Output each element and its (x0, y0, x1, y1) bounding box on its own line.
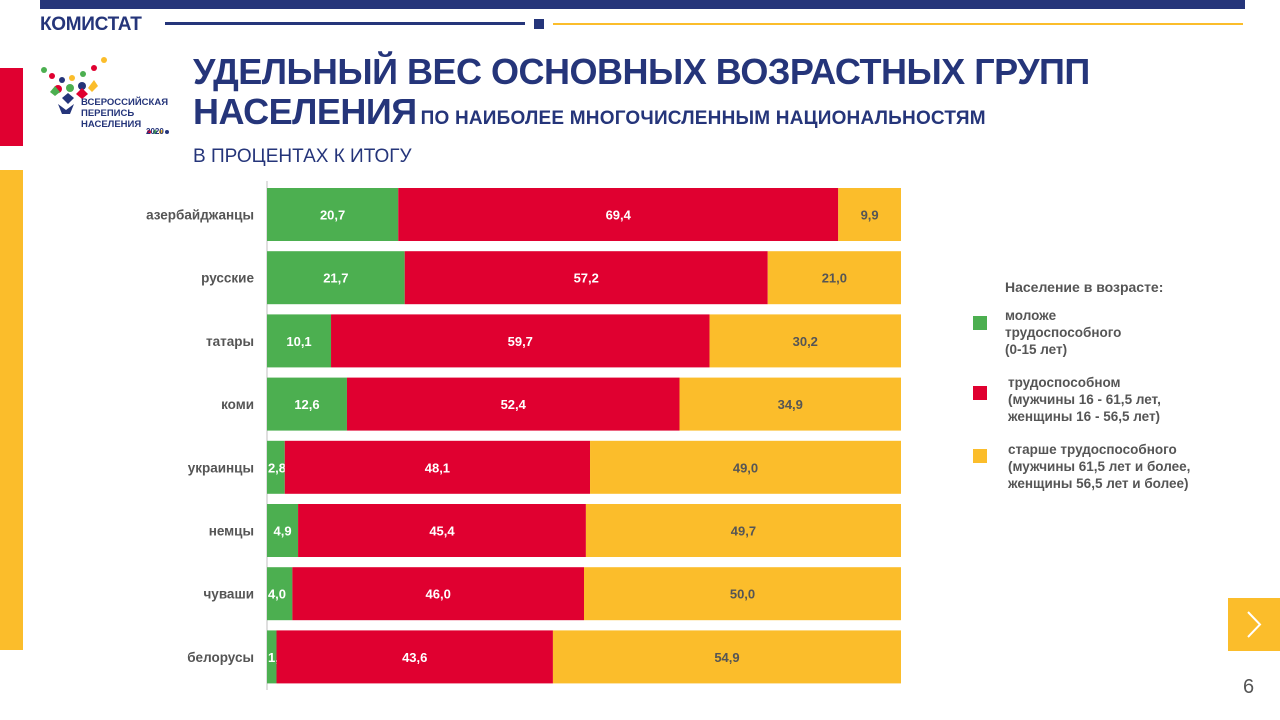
bar-segment (398, 188, 839, 241)
data-label: 48,1 (425, 460, 450, 475)
category-label: азербайджанцы (146, 208, 254, 223)
bar-segment (267, 251, 405, 305)
data-label: 20,7 (320, 208, 345, 223)
bar-segment (838, 188, 901, 241)
title-line-2-main: НАСЕЛЕНИЯ (193, 91, 417, 132)
census-logo-icon (41, 57, 169, 134)
title-line-1: УДЕЛЬНЫЙ ВЕС ОСНОВНЫХ ВОЗРАСТНЫХ ГРУПП (193, 51, 1090, 92)
bar-segment (267, 504, 299, 557)
data-label: 45,4 (429, 524, 455, 539)
legend-label-working: трудоспособном (мужчины 16 - 61,5 лет, ж… (1008, 374, 1161, 425)
data-label: 69,4 (606, 208, 632, 223)
data-label: 54,9 (714, 650, 739, 665)
chart-subtitle: В ПРОЦЕНТАХ К ИТОГУ (193, 146, 412, 167)
brand-name: КОМИСТАТ (40, 14, 142, 35)
bar-segment (404, 251, 768, 305)
header-rule-yellow (553, 23, 1243, 25)
legend-line: трудоспособного (1005, 325, 1122, 340)
bar-segment (267, 567, 293, 621)
next-slide-button[interactable] (1228, 598, 1280, 651)
bar-segment (298, 504, 586, 557)
legend-line: моложе (1005, 308, 1057, 323)
data-label: 21,0 (822, 271, 847, 286)
data-label: 43,6 (402, 650, 427, 665)
data-label: 34,9 (778, 397, 803, 412)
data-label: 4,9 (273, 524, 291, 539)
legend-swatch-working (973, 386, 987, 400)
legend-swatch-young (973, 316, 987, 330)
data-label: 12,6 (294, 397, 319, 412)
legend-title: Население в возрасте: (1005, 279, 1164, 295)
chevron-right-icon (1247, 611, 1262, 638)
bar-segment (767, 251, 901, 305)
bar-segment (590, 440, 901, 494)
category-label: чуваши (203, 587, 254, 602)
data-label: 9,9 (861, 208, 879, 223)
category-label: белорусы (187, 650, 254, 665)
bar-segment (292, 567, 584, 621)
legend-line: женщины 56,5 лет и более) (1008, 476, 1189, 491)
side-accent-yellow (0, 170, 23, 650)
legend-label-senior: старше трудоспособного (мужчины 61,5 лет… (1008, 441, 1190, 492)
data-label: 4,0 (268, 587, 286, 602)
logo-line: НАСЕЛЕНИЯ (81, 119, 142, 130)
title-line-2: НАСЕЛЕНИЯ ПО НАИБОЛЕЕ МНОГОЧИСЛЕННЫМ НАЦИ… (193, 92, 1090, 139)
data-label: 59,7 (508, 334, 533, 349)
bar-segment (284, 440, 591, 494)
legend-swatch-senior (973, 449, 987, 463)
logo-year: 2020 (146, 127, 164, 136)
side-accent-red (0, 68, 23, 146)
category-label: немцы (209, 524, 254, 539)
legend-line: (0-15 лет) (1005, 342, 1068, 357)
legend-line: (мужчины 61,5 лет и более, (1008, 459, 1191, 474)
data-label: 46,0 (426, 587, 451, 602)
data-label: 2,8 (268, 460, 286, 475)
header-rule-square (534, 19, 544, 29)
bar-segment (267, 377, 347, 431)
bar-segment (552, 630, 901, 684)
data-label: 49,7 (731, 524, 756, 539)
data-label: 30,2 (793, 334, 818, 349)
bar-segment (331, 314, 710, 368)
bar-segment (276, 630, 553, 684)
legend-line: (мужчины 16 - 61,5 лет, (1008, 392, 1161, 407)
bar-segment (584, 567, 901, 621)
legend-line: женщины 16 - 56,5 лет) (1008, 409, 1161, 424)
category-label: украинцы (188, 460, 254, 475)
data-label: 57,2 (574, 271, 599, 286)
page-number: 6 (1243, 676, 1255, 698)
logo-text: ВСЕРОССИЙСКАЯ ПЕРЕПИСЬ НАСЕЛЕНИЯ (81, 97, 168, 130)
bar-segment (267, 188, 399, 241)
legend-line: старше трудоспособного (1008, 442, 1177, 457)
data-label: 10,1 (286, 334, 311, 349)
category-label: татары (206, 334, 254, 349)
bar-segment (709, 314, 901, 368)
logo-line: ВСЕРОССИЙСКАЯ (81, 97, 169, 108)
logo-line: ПЕРЕПИСЬ (81, 108, 135, 119)
bar-segment (585, 504, 901, 557)
data-label: 21,7 (323, 271, 348, 286)
data-label: 50,0 (730, 587, 755, 602)
bar-segment (267, 630, 277, 684)
page-title: УДЕЛЬНЫЙ ВЕС ОСНОВНЫХ ВОЗРАСТНЫХ ГРУПП Н… (193, 52, 1090, 139)
bar-segment (679, 377, 901, 431)
category-label: коми (221, 397, 254, 412)
data-label: 49,0 (733, 460, 758, 475)
top-bar (40, 0, 1245, 9)
bar-segment (346, 377, 680, 431)
header-rule-blue (165, 22, 525, 25)
legend-line: трудоспособном (1008, 375, 1121, 390)
data-label: 52,4 (501, 397, 527, 412)
bar-segment (267, 314, 332, 368)
bar-segment (267, 440, 285, 494)
title-line-2-small: ПО НАИБОЛЕЕ МНОГОЧИСЛЕННЫМ НАЦИОНАЛЬНОСТ… (420, 108, 986, 129)
legend-label-young: моложе трудоспособного (0-15 лет) (1005, 307, 1121, 358)
category-label: русские (201, 271, 254, 286)
